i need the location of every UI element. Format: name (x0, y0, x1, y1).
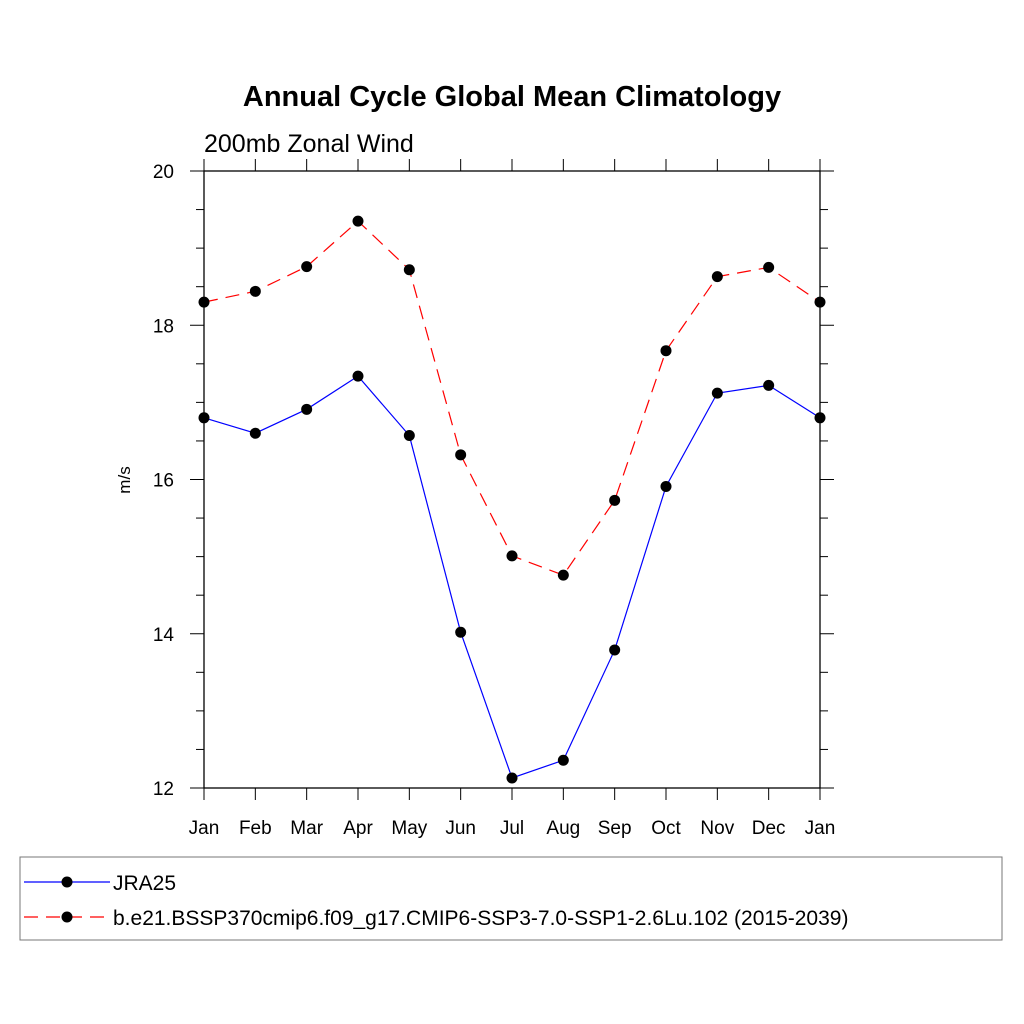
x-tick-label: Apr (343, 818, 373, 839)
series-1-point (455, 626, 467, 638)
series-2-point (301, 261, 313, 273)
x-tick-label: Jun (445, 818, 476, 839)
chart-subtitle: 200mb Zonal Wind (204, 130, 414, 158)
series-1-point (249, 427, 261, 439)
series-1-point (198, 412, 210, 424)
series-1-point (301, 403, 313, 415)
legend-marker-2 (61, 911, 73, 923)
legend: JRA25 b.e21.BSSP370cmip6.f09_g17.CMIP6-SS… (19, 856, 1003, 941)
series-2-point (609, 494, 621, 506)
chart-title: Annual Cycle Global Mean Climatology (243, 81, 781, 113)
series-1-point (352, 370, 364, 382)
series-1-point (814, 412, 826, 424)
legend-label-2: b.e21.BSSP370cmip6.f09_g17.CMIP6-SSP3-7.… (113, 907, 848, 930)
series-2-point (455, 449, 467, 461)
series-line-1 (203, 375, 821, 779)
series-1-point (609, 644, 621, 656)
series-line-2 (203, 220, 821, 576)
plot-frame (203, 170, 821, 789)
x-tick-label: Sep (598, 818, 632, 839)
series-2-point (814, 296, 826, 308)
series-1-point (763, 379, 775, 391)
series-1-point (660, 480, 672, 492)
x-tick-label: Jan (189, 818, 220, 839)
series-2-point (506, 550, 518, 562)
y-axis-label: m/s (115, 466, 134, 493)
series-2-point (352, 215, 364, 227)
y-tick-label: 12 (153, 779, 174, 800)
x-tick-label: Jan (805, 818, 836, 839)
legend-box (19, 856, 1003, 941)
x-tick-label: Mar (290, 818, 323, 839)
x-tick-label: Nov (700, 818, 734, 839)
series-1-point (506, 772, 518, 784)
series-1-point (403, 430, 415, 442)
legend-label-1: JRA25 (113, 872, 176, 895)
series-1-point (557, 754, 569, 766)
x-tick-label: Oct (651, 818, 681, 839)
x-tick-label: Aug (546, 818, 580, 839)
legend-marker-1 (61, 876, 73, 888)
series-2-point (711, 271, 723, 283)
series-2-point (660, 345, 672, 357)
x-tick-label: Feb (239, 818, 272, 839)
series-1-point (711, 387, 723, 399)
x-tick-label: May (391, 818, 427, 839)
y-tick-label: 14 (153, 625, 175, 646)
y-tick-label: 20 (153, 162, 174, 183)
y-tick-label: 16 (153, 471, 174, 492)
series-2-point (198, 296, 210, 308)
x-tick-label: Dec (752, 818, 786, 839)
series-2-point (557, 569, 569, 581)
series-2-point (403, 264, 415, 276)
y-tick-label: 18 (153, 316, 174, 337)
x-tick-label: Jul (500, 818, 524, 839)
series-2-point (249, 285, 261, 297)
series-2-point (763, 261, 775, 273)
